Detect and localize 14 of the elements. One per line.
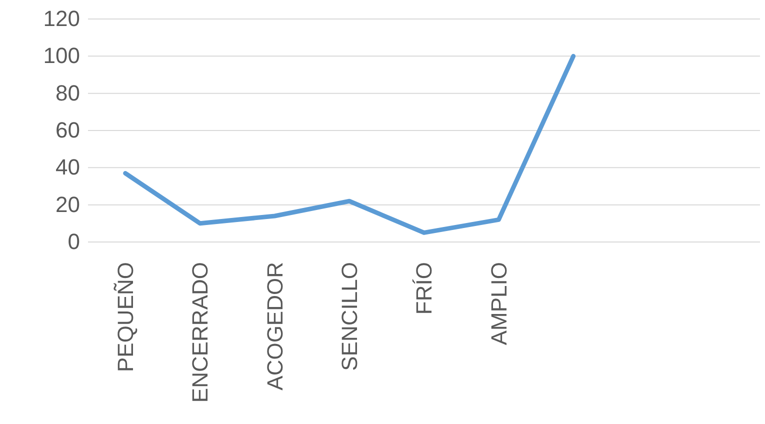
x-tick-label: ENCERRADO xyxy=(188,262,213,403)
x-tick-label: FRÍO xyxy=(412,262,437,315)
x-tick-label: PEQUEÑO xyxy=(113,262,138,372)
y-tick-label: 100 xyxy=(43,43,80,68)
x-tick-label: ACOGEDOR xyxy=(262,262,288,390)
x-tick-label: SENCILLO xyxy=(337,262,362,371)
y-tick-label: 80 xyxy=(56,80,80,106)
x-tick-label: AMPLIO xyxy=(486,262,512,346)
y-tick-label: 120 xyxy=(43,6,80,32)
line-series xyxy=(123,54,576,235)
y-tick-label: 40 xyxy=(56,154,80,180)
y-tick-label: 20 xyxy=(56,192,80,217)
y-tick-label: 0 xyxy=(68,229,80,254)
y-tick-label: 60 xyxy=(56,118,80,143)
